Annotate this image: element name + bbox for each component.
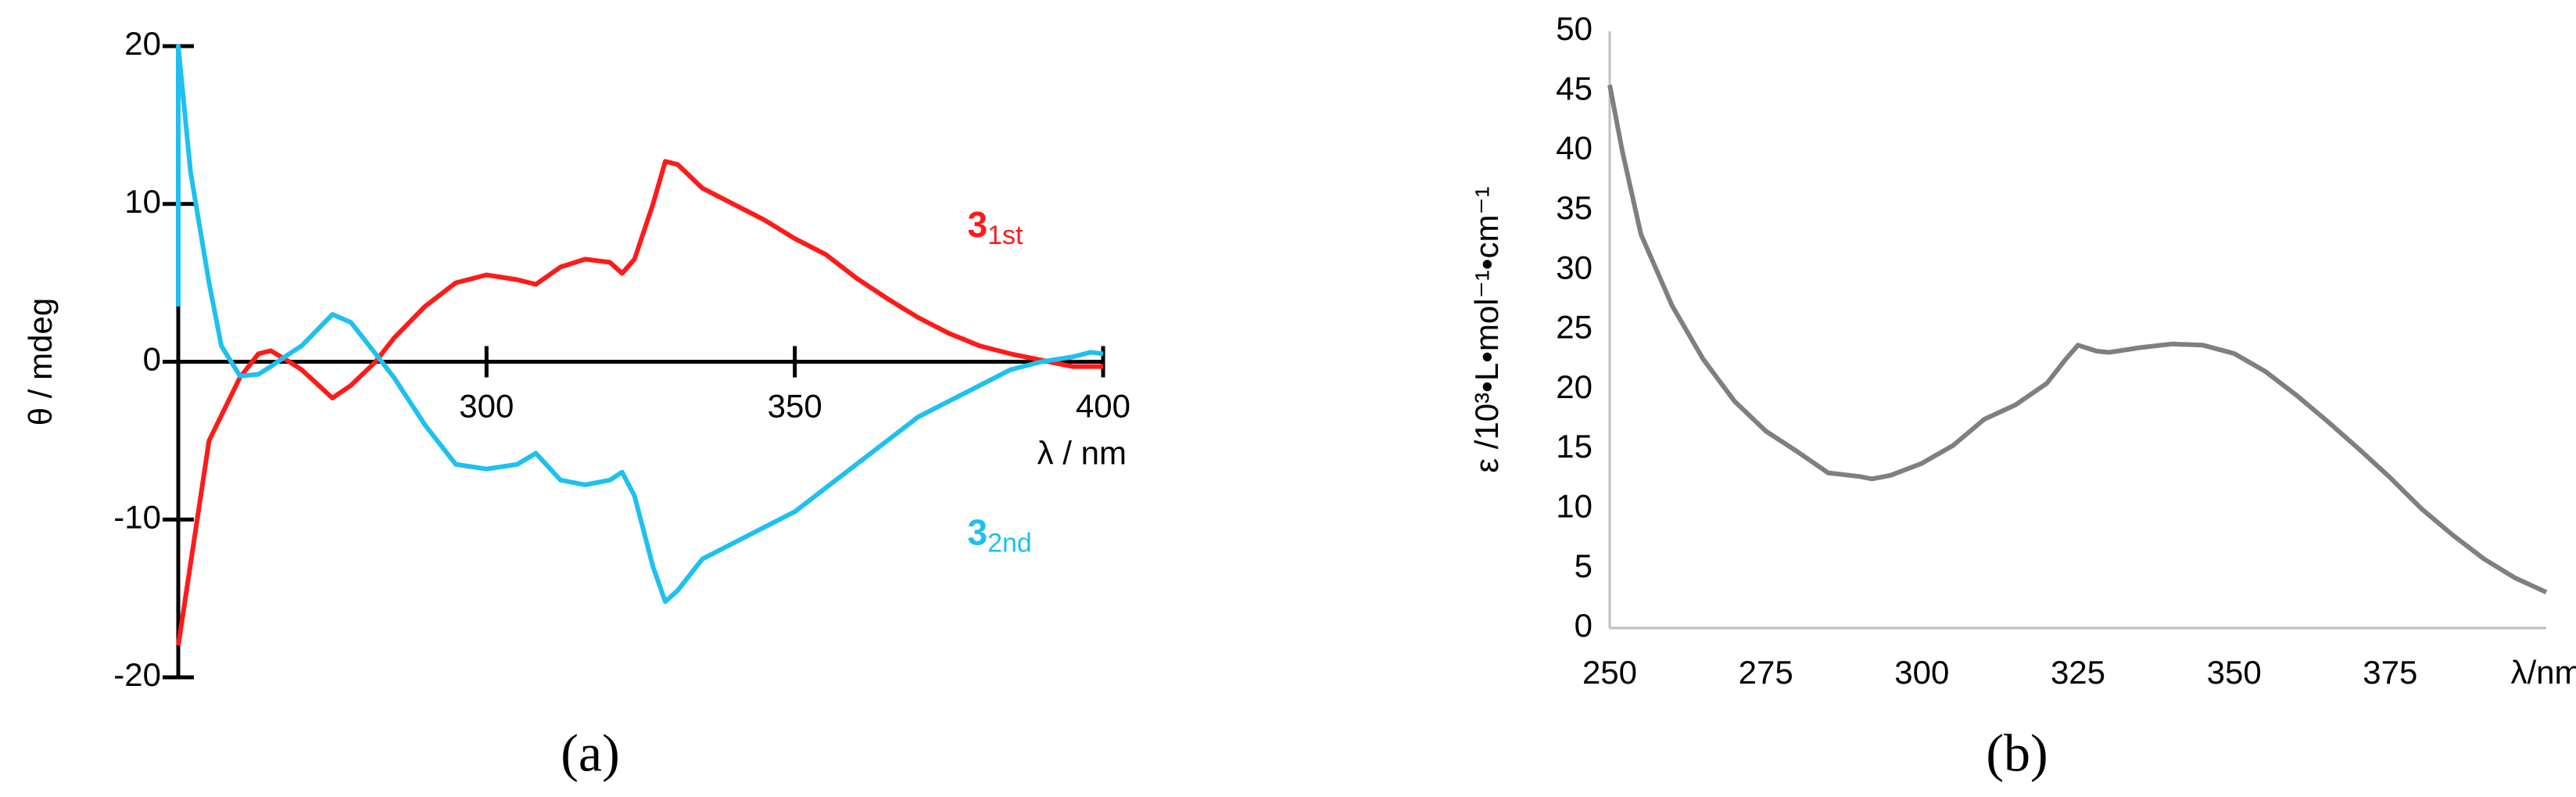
series-name: 3	[967, 204, 987, 245]
series-label: 31st	[967, 204, 1023, 250]
x-tick-label: 300	[459, 388, 514, 425]
series-line	[176, 44, 1104, 605]
x-tick-label: 275	[1739, 654, 1793, 691]
y-tick-label: 35	[1556, 189, 1593, 226]
y-axis-label: ε /10³•L•mol⁻¹•cm⁻¹	[1468, 186, 1505, 472]
y-tick-label: 45	[1556, 70, 1593, 106]
y-tick-label: 10	[1556, 487, 1593, 524]
series-subscript: 1st	[987, 221, 1023, 250]
y-axis-label: θ / mdeg	[22, 298, 59, 425]
x-axis-label: λ / nm	[1037, 435, 1127, 472]
x-tick-label: 375	[2363, 654, 2417, 691]
y-tick-label: 50	[1556, 10, 1593, 47]
x-tick-label: λ/nm	[2510, 654, 2576, 691]
x-tick-label: 350	[768, 388, 822, 425]
x-tick-label: 400	[1076, 388, 1130, 425]
y-tick-label: -10	[113, 498, 161, 535]
y-tick-label: 5	[1575, 547, 1593, 584]
series-label: 32nd	[967, 512, 1031, 558]
series-line	[1607, 84, 2548, 594]
y-tick-label: 25	[1556, 309, 1593, 346]
panel-label: (a)	[561, 723, 619, 783]
y-tick-label: 20	[124, 25, 161, 62]
series-subscript: 2nd	[987, 528, 1032, 558]
series-line	[176, 159, 1103, 647]
y-tick-label: 0	[143, 341, 161, 378]
y-tick-label: 15	[1556, 428, 1593, 465]
y-tick-label: -20	[113, 656, 161, 693]
panel-label: (b)	[1986, 723, 2048, 783]
x-tick-label: 350	[2207, 654, 2262, 691]
x-tick-label: 325	[2051, 654, 2105, 691]
y-tick-label: 0	[1575, 607, 1593, 644]
y-tick-label: 20	[1556, 368, 1593, 405]
series-name: 3	[967, 512, 987, 553]
y-tick-label: 30	[1556, 249, 1593, 285]
x-tick-label: 300	[1894, 654, 1949, 691]
y-tick-label: 10	[124, 183, 161, 220]
x-tick-label: 250	[1582, 654, 1637, 691]
y-tick-label: 40	[1556, 130, 1593, 167]
